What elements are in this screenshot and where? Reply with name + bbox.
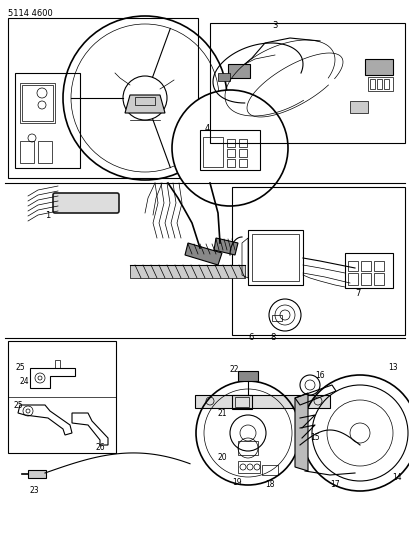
- Bar: [8, 18, 198, 178]
- Bar: [237, 371, 257, 381]
- Bar: [234, 397, 248, 407]
- Polygon shape: [195, 395, 329, 408]
- Text: 14: 14: [391, 473, 401, 482]
- Bar: [373, 273, 383, 285]
- Text: 22: 22: [229, 365, 239, 374]
- Bar: [238, 149, 246, 157]
- Bar: [227, 159, 234, 167]
- Text: 20: 20: [218, 453, 227, 462]
- Bar: [8, 341, 116, 453]
- Text: 4: 4: [204, 124, 210, 133]
- Text: 26: 26: [96, 442, 106, 451]
- Bar: [360, 261, 370, 271]
- Bar: [360, 273, 370, 285]
- FancyBboxPatch shape: [53, 193, 119, 213]
- Text: 23: 23: [30, 487, 40, 496]
- Text: 16: 16: [314, 370, 324, 379]
- Bar: [237, 441, 257, 455]
- Bar: [130, 265, 245, 278]
- Text: 7: 7: [354, 288, 360, 297]
- Bar: [227, 149, 234, 157]
- Bar: [367, 77, 392, 91]
- Bar: [209, 23, 404, 143]
- Bar: [347, 273, 357, 285]
- Bar: [237, 461, 259, 473]
- Circle shape: [172, 90, 287, 206]
- Bar: [135, 97, 155, 105]
- Text: 15: 15: [309, 432, 319, 441]
- Bar: [20, 141, 34, 163]
- Text: 6: 6: [247, 333, 253, 342]
- Bar: [227, 64, 249, 78]
- Bar: [373, 261, 383, 271]
- Bar: [252, 234, 298, 281]
- Bar: [227, 139, 234, 147]
- Text: 8: 8: [270, 333, 275, 342]
- Bar: [15, 73, 80, 168]
- Text: 18: 18: [264, 481, 274, 489]
- Polygon shape: [125, 95, 164, 113]
- Bar: [218, 73, 229, 81]
- Text: 25: 25: [14, 400, 24, 409]
- Bar: [364, 59, 392, 75]
- Bar: [231, 187, 404, 335]
- Bar: [349, 101, 367, 113]
- Bar: [261, 465, 277, 475]
- Bar: [238, 159, 246, 167]
- Text: 5114 4600: 5114 4600: [8, 9, 53, 18]
- Text: 13: 13: [387, 364, 397, 373]
- Bar: [344, 253, 392, 288]
- Polygon shape: [294, 393, 307, 471]
- Bar: [231, 395, 252, 409]
- Bar: [238, 139, 246, 147]
- Bar: [38, 141, 52, 163]
- Bar: [22, 85, 53, 121]
- Polygon shape: [184, 243, 221, 265]
- Bar: [200, 130, 259, 170]
- Bar: [383, 79, 388, 89]
- Bar: [347, 261, 357, 271]
- Bar: [247, 230, 302, 285]
- Text: 21: 21: [218, 408, 227, 417]
- Bar: [28, 470, 46, 478]
- Bar: [20, 83, 55, 123]
- Bar: [271, 315, 281, 321]
- Text: 19: 19: [231, 479, 241, 488]
- Bar: [369, 79, 374, 89]
- Text: 1: 1: [45, 211, 50, 220]
- Polygon shape: [213, 238, 237, 255]
- Text: 3: 3: [271, 20, 277, 29]
- Text: 25: 25: [16, 364, 26, 373]
- Bar: [376, 79, 381, 89]
- Bar: [202, 137, 222, 167]
- Text: 24: 24: [20, 376, 29, 385]
- Text: 17: 17: [329, 481, 339, 489]
